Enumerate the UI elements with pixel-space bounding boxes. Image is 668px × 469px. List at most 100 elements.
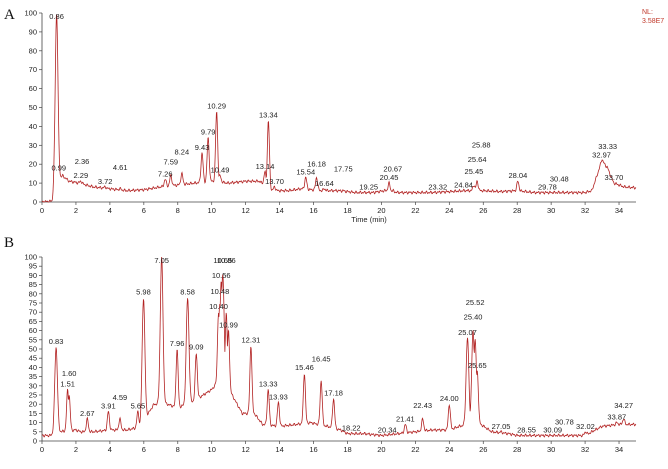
peak-label: 0.99 — [51, 164, 66, 173]
peak-label: 0.86 — [49, 12, 64, 21]
peak-label: 4.61 — [113, 163, 128, 172]
peak-label: 25.52 — [466, 298, 485, 307]
chromatogram-trace — [41, 14, 637, 203]
peak-label: 25.40 — [464, 313, 483, 322]
peak-label: 25.64 — [468, 155, 487, 164]
peak-label: 21.41 — [396, 414, 415, 423]
peak-label: 25.45 — [465, 167, 484, 176]
y-tick-label: 50 — [29, 345, 37, 354]
peak-label: 15.54 — [296, 167, 315, 176]
y-tick-label: 100 — [24, 9, 37, 18]
x-tick-label: 20 — [377, 445, 385, 454]
peak-label: 9.79 — [201, 128, 216, 137]
x-tick-label: 0 — [40, 206, 44, 215]
panel-b-label: B — [4, 235, 14, 251]
y-tick-label: 70 — [29, 65, 37, 74]
x-tick-label: 28 — [513, 445, 521, 454]
x-tick-label: 22 — [411, 206, 419, 215]
peak-label: 33.33 — [598, 142, 617, 151]
x-tick-label: 32 — [581, 206, 589, 215]
x-tick-label: 6 — [142, 445, 146, 454]
x-tick-label: 16 — [309, 445, 317, 454]
peak-label: 16.45 — [312, 354, 331, 363]
peak-label: 9.43 — [195, 143, 210, 152]
y-tick-label: 40 — [29, 363, 37, 372]
x-tick-label: 32 — [581, 445, 589, 454]
peak-label: 5.65 — [131, 402, 146, 411]
y-tick-label: 50 — [29, 103, 37, 112]
peak-label: 10.49 — [211, 166, 230, 175]
peak-label: 7.59 — [164, 158, 179, 167]
x-tick-label: 10 — [208, 206, 216, 215]
peak-label: 2.29 — [74, 171, 89, 180]
peak-label: 29.78 — [538, 183, 557, 192]
y-tick-label: 90 — [29, 27, 37, 36]
y-tick-label: 10 — [29, 418, 37, 427]
peak-label: 10.40 — [209, 302, 228, 311]
peak-label: 1.60 — [62, 369, 77, 378]
y-tick-label: 45 — [29, 354, 37, 363]
y-tick-label: 95 — [29, 262, 37, 271]
peak-label: 13.14 — [256, 162, 275, 171]
y-tick-label: 75 — [29, 299, 37, 308]
x-tick-label: 28 — [513, 206, 521, 215]
x-tick-label: 6 — [142, 206, 146, 215]
y-tick-label: 70 — [29, 308, 37, 317]
peak-label: 19.25 — [359, 183, 378, 192]
peak-label: 27.05 — [492, 422, 511, 431]
peak-label: 8.58 — [180, 287, 195, 296]
x-tick-label: 12 — [241, 206, 249, 215]
x-tick-label: 26 — [479, 445, 487, 454]
peak-label: 10.29 — [207, 101, 226, 110]
x-tick-label: 4 — [108, 206, 112, 215]
peak-label: 3.72 — [98, 177, 113, 186]
peak-label: 17.18 — [324, 389, 343, 398]
x-tick-label: 10 — [208, 445, 216, 454]
peak-label: 3.91 — [101, 402, 116, 411]
x-tick-label: 18 — [343, 206, 351, 215]
x-tick-label: 16 — [309, 206, 317, 215]
x-tick-label: 24 — [445, 206, 453, 215]
peak-label: 7.26 — [158, 169, 173, 178]
x-tick-label: 24 — [445, 445, 453, 454]
peak-label: 23.32 — [428, 183, 447, 192]
peak-label: 18.22 — [342, 424, 361, 433]
y-tick-label: 100 — [24, 253, 37, 262]
x-tick-label: 18 — [343, 445, 351, 454]
peak-label: 30.78 — [555, 417, 574, 426]
y-tick-label: 35 — [29, 372, 37, 381]
peak-label: 10.99 — [219, 321, 238, 330]
peak-label: 13.70 — [265, 177, 284, 186]
x-tick-label: 2 — [74, 206, 78, 215]
peak-label: 2.36 — [75, 157, 90, 166]
peak-label: 32.02 — [576, 422, 595, 431]
peak-label: 25.07 — [458, 328, 477, 337]
peak-label: 5.98 — [136, 287, 151, 296]
peak-label: 16.64 — [315, 179, 334, 188]
chromatogram-panel-a: 0 2 4 6 8 10 12 14 16 18 20 22 24 26 28 30 32 34010203040… — [24, 9, 637, 215]
peak-label: 0.83 — [49, 337, 64, 346]
y-tick-label: 5 — [33, 427, 37, 436]
x-tick-label: 2 — [74, 445, 78, 454]
x-tick-label: 34 — [615, 206, 623, 215]
peak-label: 32.97 — [592, 150, 611, 159]
peak-label: 10.48 — [210, 287, 229, 296]
x-tick-label: 4 — [108, 445, 112, 454]
x-tick-label: 22 — [411, 445, 419, 454]
peak-label: 20.67 — [383, 165, 402, 174]
peak-label: 13.34 — [259, 111, 278, 120]
peak-label: 12.31 — [242, 335, 261, 344]
x-tick-label: 30 — [547, 206, 555, 215]
y-tick-label: 60 — [29, 326, 37, 335]
peak-label: 7.05 — [154, 256, 169, 265]
peak-label: 28.04 — [508, 171, 527, 180]
y-tick-label: 85 — [29, 280, 37, 289]
x-tick-label: 34 — [615, 445, 623, 454]
peak-label: 13.33 — [259, 379, 278, 388]
peak-label: 1.51 — [60, 379, 75, 388]
y-tick-label: 30 — [29, 381, 37, 390]
y-tick-label: 10 — [29, 179, 37, 188]
y-tick-label: 30 — [29, 141, 37, 150]
peak-label: 30.48 — [550, 175, 569, 184]
peak-label: 20.45 — [380, 173, 399, 182]
